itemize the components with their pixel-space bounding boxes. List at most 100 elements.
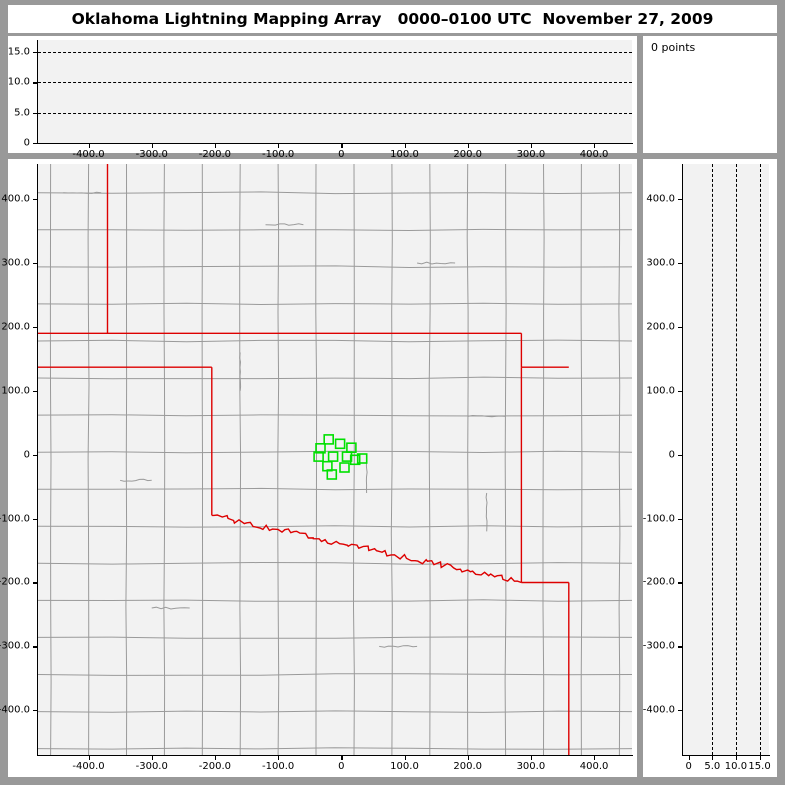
county-border-segment (417, 261, 456, 265)
county-border-horizontal (38, 561, 632, 565)
county-border-vertical (239, 164, 242, 755)
x-axis-tick (214, 755, 217, 760)
y-axis-tick (33, 199, 38, 201)
y-axis-tick-label: 15.0 (7, 46, 30, 58)
title-bar: Oklahoma Lightning Mapping Array 0000–01… (8, 5, 777, 33)
x-axis-tick (151, 143, 153, 148)
lma-station-marker (339, 462, 350, 473)
x-axis-tick-label: 300.0 (516, 761, 546, 772)
county-border-horizontal (38, 376, 632, 380)
x-axis-tick (214, 143, 217, 148)
county-border-vertical (580, 164, 583, 755)
x-axis-tick (530, 755, 533, 760)
height-east-panel: 0 5.0 10.0 15.0 400.0 300.0 200.0 100.0 0 -100.0 -… (643, 159, 777, 777)
y-axis-tick (33, 263, 38, 265)
x-axis-tick-label: 100.0 (390, 149, 419, 160)
y-axis-tick (678, 263, 683, 265)
y-axis-tick (33, 112, 38, 114)
y-axis-tick-label: 400.0 (1, 193, 30, 205)
county-border-horizontal (38, 636, 632, 639)
county-border-vertical (466, 164, 469, 755)
county-border-vertical (163, 164, 166, 755)
county-border-segment (151, 606, 190, 610)
county-border-vertical (49, 164, 52, 755)
y-axis-tick-label: 10.0 (7, 76, 30, 88)
county-border-horizontal (38, 339, 632, 343)
y-axis-tick-label: -300.0 (642, 640, 675, 652)
lma-station-marker (334, 438, 346, 450)
x-axis-tick (594, 143, 596, 148)
x-axis-tick-label: 15.0 (748, 761, 771, 772)
y-axis-tick-label: -100.0 (0, 513, 30, 525)
y-axis-line (37, 40, 39, 144)
lma-station-marker (323, 434, 335, 445)
x-axis-tick (467, 143, 469, 148)
lma-station-markers-layer (313, 434, 368, 480)
x-axis-tick-label: 10.0 (724, 761, 748, 772)
county-border-segment (63, 191, 102, 194)
county-border-horizontal (38, 228, 632, 232)
y-axis-tick-label: -400.0 (642, 704, 675, 716)
y-axis-tick-label: 200.0 (1, 321, 30, 333)
x-axis-tick (151, 755, 153, 760)
horizontal-gridline (38, 82, 632, 84)
y-axis-tick-label: -200.0 (642, 576, 675, 588)
x-axis-tick-label: -100.0 (262, 761, 295, 772)
map-geography (38, 164, 632, 755)
county-border-horizontal (38, 525, 632, 528)
y-axis-tick-label: 200.0 (646, 321, 675, 333)
height-east-plot-area (683, 164, 769, 755)
county-border-horizontal (38, 747, 632, 750)
county-border-segment (265, 223, 304, 226)
y-axis-tick (678, 646, 683, 648)
x-axis-tick (594, 755, 596, 760)
county-border-vertical (315, 164, 318, 755)
x-axis-tick (467, 755, 469, 760)
y-axis-tick (678, 710, 683, 712)
horizontal-gridline (38, 112, 632, 114)
county-border-segment (485, 492, 488, 532)
x-axis-tick (88, 143, 90, 148)
y-axis-tick (678, 390, 683, 392)
county-border-horizontal (38, 265, 632, 269)
x-axis-tick (404, 143, 406, 148)
y-axis-tick-label: 400.0 (646, 193, 675, 205)
county-border-segment (239, 352, 242, 391)
county-border-segment (467, 414, 506, 418)
x-axis-line (682, 755, 770, 757)
page-title: Oklahoma Lightning Mapping Array 0000–01… (71, 10, 714, 28)
county-border-horizontal (38, 191, 632, 195)
x-axis-tick-label: -100.0 (262, 149, 295, 160)
y-axis-tick (33, 518, 38, 520)
y-axis-tick-label: 300.0 (1, 257, 30, 269)
county-border-horizontal (38, 673, 632, 676)
x-axis-tick-label: 200.0 (453, 761, 483, 772)
county-borders-layer (38, 164, 632, 755)
y-axis-tick (678, 454, 683, 456)
time-height-panel: -400.0 -300.0 -200.0 -100.0 0 100.0 200.0 300.0… (7, 36, 637, 160)
x-axis-tick-label: -200.0 (198, 761, 232, 772)
x-axis-tick (341, 755, 343, 760)
x-axis-tick-label: 200.0 (453, 149, 483, 160)
map-plot-area (38, 164, 632, 755)
county-border-segment (119, 478, 152, 482)
x-axis-tick-label: 0 (338, 149, 345, 160)
y-axis-tick-label: 100.0 (646, 385, 675, 397)
y-axis-tick (33, 454, 38, 456)
x-axis-tick-label: 5.0 (704, 761, 721, 772)
x-axis-tick (759, 755, 761, 760)
lma-station-marker (349, 454, 361, 466)
y-axis-tick (33, 646, 38, 648)
county-border-horizontal (38, 302, 632, 306)
y-axis-tick (33, 710, 38, 712)
lma-station-marker (356, 453, 368, 464)
x-axis-tick-label: 100.0 (390, 761, 419, 772)
y-axis-tick-label: -400.0 (0, 704, 30, 716)
y-axis-tick-label: 100.0 (1, 385, 30, 397)
lma-station-marker (326, 469, 338, 480)
y-axis-tick (33, 52, 38, 54)
x-axis-tick-label: -300.0 (135, 149, 168, 160)
x-axis-tick (278, 143, 280, 148)
x-axis-tick (88, 755, 90, 760)
